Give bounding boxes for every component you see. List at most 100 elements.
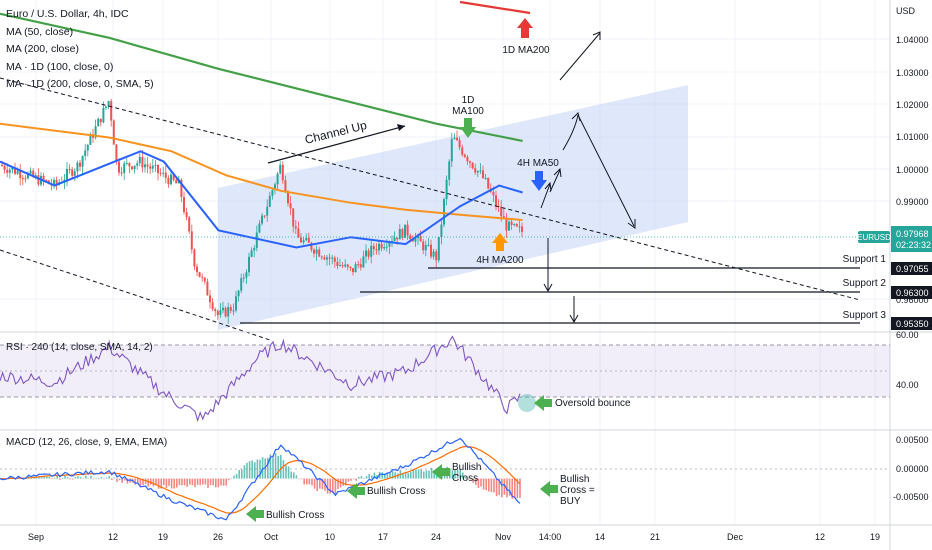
candle-body (396, 237, 399, 240)
candle-body (318, 249, 321, 257)
price-tick: 1.02000 (896, 100, 929, 110)
macd-histogram-bar (503, 478, 506, 495)
candle-body (469, 161, 471, 163)
candle-body (162, 172, 165, 174)
macd-histogram-bar (85, 475, 87, 479)
macd-histogram-bar (157, 478, 160, 489)
macd-histogram-bar (329, 478, 331, 494)
candle-body (66, 169, 68, 180)
candle-body (289, 203, 292, 209)
rsi-label: RSI · 240 (14, close, SMA, 14, 2) (6, 342, 153, 353)
macd-histogram-bar (360, 476, 363, 479)
candle-body (107, 101, 110, 107)
candle-body (115, 144, 118, 162)
candle-body (14, 167, 16, 174)
time-tick: 10 (325, 532, 335, 542)
candle-body (24, 178, 27, 180)
macd-histogram-bar (79, 476, 82, 479)
macd-histogram-bar (186, 478, 188, 487)
candle-body (352, 268, 354, 273)
macd-histogram-bar (129, 478, 131, 483)
macd-cross-arrows (246, 464, 558, 522)
candle-body (193, 249, 196, 267)
candle-body (341, 265, 344, 267)
macd-histogram-bar (87, 478, 90, 480)
channel-up-label: Channel Up (303, 118, 368, 147)
candle-body (175, 179, 178, 184)
candle-body (133, 165, 136, 170)
ma100-1d-label-1: 1D (462, 95, 475, 106)
candle-body (37, 175, 40, 185)
candle-body (248, 256, 250, 273)
macd-histogram-bar (59, 478, 61, 480)
candle-body (170, 174, 172, 185)
bullish-cross-label-2: Bullish Cross (367, 486, 425, 497)
candle-body (180, 179, 183, 198)
candle-body (242, 277, 245, 279)
macd-histogram-bar (290, 471, 292, 479)
price-axis[interactable]: USD 1.04000 1.03000 1.02000 1.01000 1.00… (857, 6, 932, 502)
candle-body (227, 307, 230, 317)
support-2-price-box (891, 286, 932, 299)
macd-histogram-bar (170, 478, 173, 489)
macd-histogram-bar (384, 473, 386, 479)
candle-body (385, 246, 388, 248)
candle-body (354, 264, 357, 273)
candle-body (172, 174, 175, 180)
candle-body (333, 257, 336, 262)
macd-histogram-bar (267, 457, 269, 479)
candle-body (302, 240, 305, 243)
legend-item: MA (200, close) (6, 43, 79, 55)
symbol-badge-box (858, 231, 890, 243)
macd-histogram-bar (246, 462, 248, 479)
candle-body (258, 223, 261, 233)
macd-histogram-bar (501, 478, 503, 498)
macd-histogram-bar (43, 476, 45, 479)
candle-body (81, 156, 84, 167)
candle-body (29, 170, 32, 174)
candle-body (456, 137, 458, 141)
macd-histogram-bar (462, 472, 464, 479)
price-tick: 1.04000 (896, 35, 929, 45)
macd-tick: 0.00000 (896, 464, 929, 474)
macd-histogram-bar (209, 478, 212, 486)
candle-body (383, 247, 386, 249)
macd-line (0, 437, 521, 521)
candle-body (274, 184, 276, 191)
macd-histogram-bar (194, 478, 196, 488)
channel-up-arrow (267, 124, 406, 164)
candle-body (89, 134, 92, 145)
macd-histogram-bar (142, 478, 144, 486)
macd-histogram-bar (420, 469, 422, 479)
candle-body (216, 311, 219, 316)
candle-body (336, 261, 339, 266)
macd-histogram-bar (480, 478, 482, 487)
candle-body (378, 243, 380, 251)
macd-histogram-bar (178, 478, 181, 486)
rsi-line (0, 335, 521, 423)
macd-histogram-bar (204, 478, 207, 485)
macd-tick: 0.00500 (896, 435, 929, 445)
price-tick: 1.00000 (896, 165, 929, 175)
macd-histogram-bar (454, 469, 456, 479)
macd-histogram-bar (485, 478, 487, 491)
candle-body (154, 164, 157, 166)
macd-histogram-bar (233, 475, 235, 479)
candle-body (331, 257, 334, 259)
candle-body (99, 118, 102, 123)
candle-body (185, 212, 188, 218)
time-axis[interactable]: Sep 12 19 26 Oct 10 17 24 Nov 14:00 14 21 Dec 12 19 (28, 532, 880, 542)
candle-body (138, 156, 141, 164)
candle-body (287, 192, 289, 204)
candle-body (398, 229, 401, 240)
candle-body (357, 264, 360, 266)
time-tick: 19 (158, 532, 168, 542)
candle-body (79, 162, 81, 167)
macd-histogram-bar (425, 470, 428, 479)
candle-body (211, 302, 214, 310)
macd-histogram-bar (191, 478, 194, 486)
candle-body (112, 120, 115, 145)
candle-body (245, 272, 248, 278)
macd-histogram-bar (280, 454, 282, 479)
